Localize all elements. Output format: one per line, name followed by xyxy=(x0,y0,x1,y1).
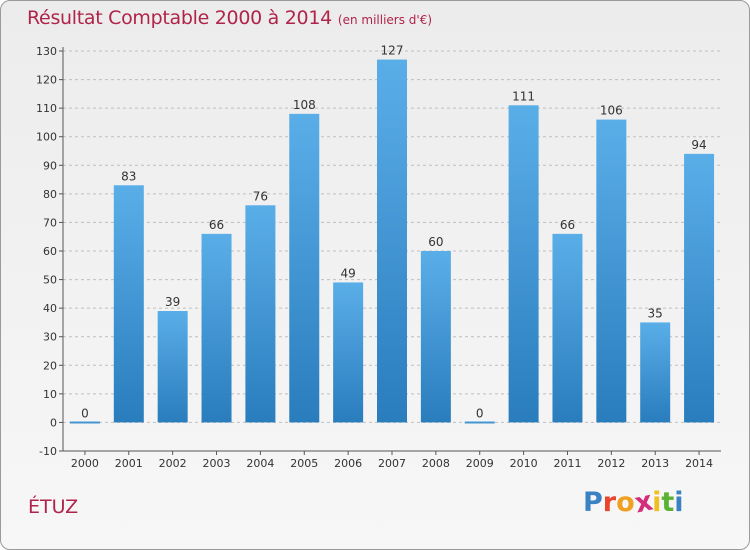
logo-letter: i xyxy=(652,487,662,518)
x-tick-label-2005: 2005 xyxy=(290,457,318,470)
y-tick-label: 110 xyxy=(36,102,57,115)
value-label-2003: 66 xyxy=(209,218,224,232)
value-label-2006: 49 xyxy=(340,266,355,280)
x-tick-label-2000: 2000 xyxy=(71,457,99,470)
bar-2005 xyxy=(289,113,320,423)
axes: -10 0 10 20 30 40 50 60 70 80 90 100 110 120 130 2000 20… xyxy=(36,45,721,470)
bar-2011 xyxy=(552,233,583,423)
bar-2012 xyxy=(596,119,627,423)
value-label-2007: 127 xyxy=(381,44,404,58)
y-tick-label: 120 xyxy=(36,74,57,87)
logo-letter: r xyxy=(602,487,617,518)
value-label-2013: 35 xyxy=(648,306,663,320)
bar-2008 xyxy=(420,251,451,423)
value-labels: 0 83 39 66 76 108 49 127 60 0 111 66 106 35 94 xyxy=(81,44,707,421)
x-tick-label-2009: 2009 xyxy=(466,457,494,470)
y-tick-label: 0 xyxy=(50,416,57,429)
bar-2003 xyxy=(201,233,232,423)
y-tick-label: 30 xyxy=(43,331,57,344)
bar-2006 xyxy=(333,282,364,423)
y-tick-label: 90 xyxy=(43,159,57,172)
x-tick-label-2008: 2008 xyxy=(422,457,450,470)
value-label-2012: 106 xyxy=(600,104,623,118)
x-tick-label-2014: 2014 xyxy=(685,457,713,470)
x-tick-label-2011: 2011 xyxy=(553,457,581,470)
x-tick-label-2004: 2004 xyxy=(246,457,274,470)
value-label-2014: 94 xyxy=(691,138,706,152)
bar-2000 xyxy=(69,421,100,424)
x-tick-label-2013: 2013 xyxy=(641,457,669,470)
value-label-2009: 0 xyxy=(476,406,484,420)
value-label-2000: 0 xyxy=(81,406,89,420)
y-tick-label: 60 xyxy=(43,245,57,258)
bars xyxy=(69,59,715,424)
bar-2002 xyxy=(157,311,188,423)
value-label-2002: 39 xyxy=(165,295,180,309)
logo-letter: i xyxy=(674,487,684,518)
bar-2009 xyxy=(464,421,495,424)
x-tick-label-2010: 2010 xyxy=(510,457,538,470)
proxiti-logo: Proxiti xyxy=(583,486,684,520)
place-name: ÉTUZ xyxy=(28,496,79,518)
bar-2013 xyxy=(640,322,671,423)
chart-subtitle: (en milliers d'€) xyxy=(337,13,433,27)
value-label-2005: 108 xyxy=(293,98,316,112)
logo-letter: t xyxy=(661,487,675,518)
y-tick-label: 50 xyxy=(43,274,57,287)
value-label-2004: 76 xyxy=(253,189,268,203)
y-tick-label: 20 xyxy=(43,359,57,372)
logo-letter: P xyxy=(583,487,603,518)
bar-2004 xyxy=(245,205,276,423)
y-tick-label: 100 xyxy=(36,131,57,144)
x-tick-label-2002: 2002 xyxy=(159,457,187,470)
x-tick-label-2006: 2006 xyxy=(334,457,362,470)
y-tick-label: 40 xyxy=(43,302,57,315)
value-label-2010: 111 xyxy=(512,89,535,103)
chart-title-text: Résultat Comptable 2000 à 2014 xyxy=(27,7,332,29)
value-label-2011: 66 xyxy=(560,218,575,232)
logo-letter: o xyxy=(616,487,635,518)
x-tick-label-2007: 2007 xyxy=(378,457,406,470)
x-tick-label-2012: 2012 xyxy=(597,457,625,470)
y-tick-label: 80 xyxy=(43,188,57,201)
x-tick-label-2003: 2003 xyxy=(203,457,231,470)
bar-2001 xyxy=(113,185,144,423)
y-tick-label: 70 xyxy=(43,216,57,229)
y-tick-label: 10 xyxy=(43,388,57,401)
chart-title: Résultat Comptable 2000 à 2014 (en millie… xyxy=(27,7,432,29)
y-tick-label: -10 xyxy=(39,445,57,458)
x-tick-label-2001: 2001 xyxy=(115,457,143,470)
value-label-2001: 83 xyxy=(121,169,136,183)
bar-2010 xyxy=(508,105,539,423)
y-tick-label: 130 xyxy=(36,45,57,58)
value-label-2008: 60 xyxy=(428,235,443,249)
bar-2007 xyxy=(377,59,407,423)
bar-2014 xyxy=(684,153,715,423)
